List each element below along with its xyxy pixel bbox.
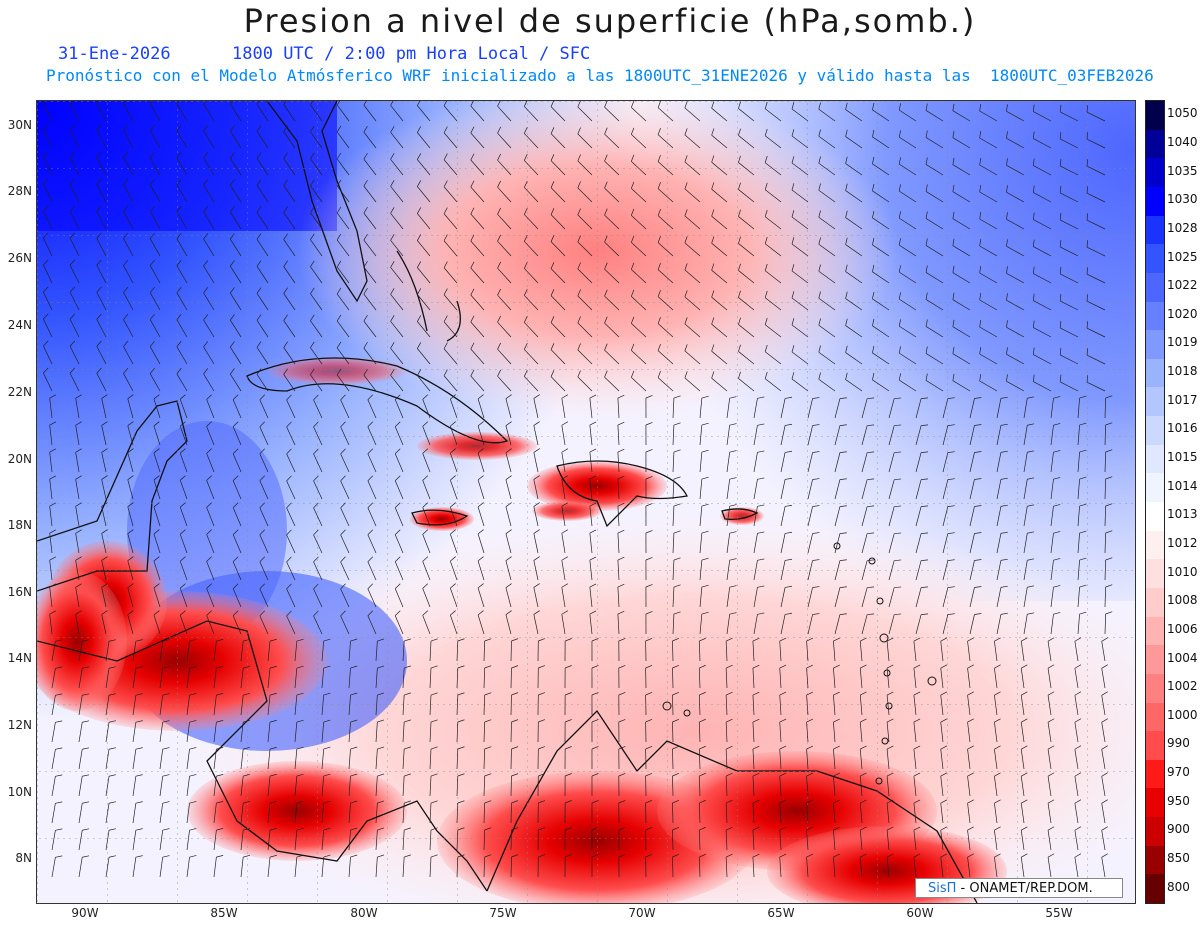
colorbar-label: 1035 [1167, 163, 1198, 178]
colorbar-label: 1013 [1167, 507, 1198, 522]
lat-label-12n: 12N [7, 718, 32, 732]
colorbar-swatch [1146, 559, 1164, 589]
colorbar-swatch [1146, 158, 1164, 188]
colorbar-label: 950 [1167, 793, 1190, 808]
pressure-colorbar [1145, 100, 1165, 904]
lat-label-20n: 20N [7, 452, 32, 466]
lat-label-26n: 26N [7, 251, 32, 265]
colorbar-label: 990 [1167, 736, 1190, 751]
colorbar-swatch [1146, 530, 1164, 560]
date-line: 31-Ene-2026 1800 UTC / 2:00 pm Hora Loca… [58, 44, 590, 64]
colorbar-swatch [1146, 387, 1164, 417]
colorbar-label: 900 [1167, 822, 1190, 837]
colorbar-label: 1017 [1167, 392, 1198, 407]
lat-label-30n: 30N [7, 118, 32, 132]
colorbar-swatch [1146, 186, 1164, 217]
pressure-map [36, 100, 1136, 904]
colorbar-label: 1008 [1167, 593, 1198, 608]
colorbar-label: 1010 [1167, 564, 1198, 579]
lon-label-90w: 90W [71, 906, 99, 920]
colorbar-label: 850 [1167, 851, 1190, 866]
lon-label-55w: 55W [1045, 906, 1073, 920]
colorbar-swatch [1146, 129, 1164, 159]
map-canvas [37, 101, 1135, 903]
lon-label-85w: 85W [210, 906, 238, 920]
colorbar-swatch [1146, 358, 1164, 388]
lon-label-70w: 70W [628, 906, 656, 920]
colorbar-label: 1002 [1167, 679, 1198, 694]
colorbar-swatch [1146, 759, 1164, 789]
colorbar-swatch [1146, 330, 1164, 360]
colorbar-swatch [1146, 645, 1164, 675]
colorbar-label: 1025 [1167, 249, 1198, 264]
lon-label-65w: 65W [767, 906, 795, 920]
colorbar-label: 1000 [1167, 707, 1198, 722]
credit-brand: SisΠ [928, 881, 957, 896]
colorbar-label: 1006 [1167, 621, 1198, 636]
credit-text: - ONAMET/REP.DOM. [956, 881, 1093, 896]
colorbar-label: 1040 [1167, 134, 1198, 149]
lon-label-60w: 60W [906, 906, 934, 920]
colorbar-swatch [1146, 731, 1164, 761]
colorbar-swatch [1146, 416, 1164, 446]
colorbar-label: 800 [1167, 879, 1190, 894]
colorbar-label: 1016 [1167, 421, 1198, 436]
forecast-time: 1800 UTC / 2:00 pm Hora Local / SFC [232, 44, 591, 64]
forecast-description: Pronóstico con el Modelo Atmósferico WRF… [46, 66, 1154, 85]
colorbar-swatch [1146, 101, 1164, 131]
colorbar-swatch [1146, 215, 1164, 245]
lat-label-28n: 28N [7, 184, 32, 198]
colorbar-swatch [1146, 272, 1164, 302]
colorbar-label: 1050 [1167, 106, 1198, 121]
colorbar-swatch [1146, 845, 1164, 875]
colorbar-label: 1028 [1167, 220, 1198, 235]
colorbar-swatch [1146, 702, 1164, 732]
lat-label-24n: 24N [7, 318, 32, 332]
colorbar-label: 1014 [1167, 478, 1198, 493]
colorbar-swatch [1146, 874, 1164, 904]
colorbar-label: 1012 [1167, 535, 1198, 550]
colorbar-label: 970 [1167, 765, 1190, 780]
lon-label-75w: 75W [489, 906, 517, 920]
colorbar-label: 1022 [1167, 278, 1198, 293]
colorbar-label: 1030 [1167, 192, 1198, 207]
colorbar-swatch [1146, 616, 1164, 646]
colorbar-label: 1018 [1167, 364, 1198, 379]
lon-label-80w: 80W [350, 906, 378, 920]
colorbar-swatch [1146, 444, 1164, 474]
lat-label-22n: 22N [7, 385, 32, 399]
colorbar-swatch [1146, 788, 1164, 818]
colorbar-swatch [1146, 301, 1164, 331]
lat-label-8n: 8N [15, 851, 32, 865]
colorbar-swatch [1146, 244, 1164, 274]
colorbar-swatch [1146, 673, 1164, 703]
lat-label-16n: 16N [7, 585, 32, 599]
lat-label-18n: 18N [7, 518, 32, 532]
colorbar-swatch [1146, 473, 1164, 503]
wind-barbs [43, 101, 1113, 878]
colorbar-label: 1004 [1167, 650, 1198, 665]
colorbar-swatch [1146, 502, 1164, 532]
colorbar-swatch [1146, 587, 1164, 618]
colorbar-label: 1015 [1167, 450, 1198, 465]
lat-label-14n: 14N [7, 651, 32, 665]
lat-label-10n: 10N [7, 785, 32, 799]
credit-box: SisΠ - ONAMET/REP.DOM. [915, 878, 1123, 898]
colorbar-label: 1019 [1167, 335, 1198, 350]
colorbar-swatch [1146, 817, 1164, 847]
forecast-date: 31-Ene-2026 [58, 44, 171, 64]
colorbar-label: 1020 [1167, 306, 1198, 321]
map-title: Presion a nivel de superficie (hPa,somb.… [243, 2, 977, 40]
